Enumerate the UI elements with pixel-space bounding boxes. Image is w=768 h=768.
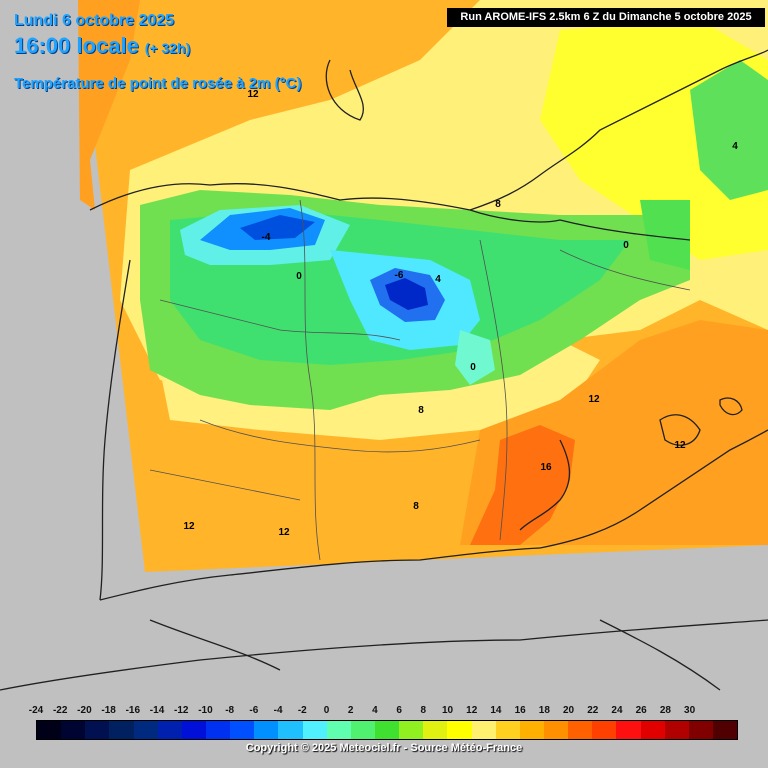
legend-swatch	[61, 721, 86, 739]
contour-label: 0	[296, 271, 302, 282]
legend-swatch	[664, 721, 689, 739]
legend-tick-label: 24	[611, 705, 623, 716]
coastlines	[0, 49, 768, 691]
legend-swatch	[109, 721, 134, 739]
legend-tick-label: 10	[441, 705, 454, 716]
legend-swatch	[181, 721, 206, 739]
legend-tick-label: 6	[396, 705, 402, 716]
legend-swatch	[423, 721, 448, 739]
legend-tick-label: 14	[490, 705, 502, 716]
legend-swatch	[278, 721, 303, 739]
forecast-time: 16:00 locale (+ 32h)	[14, 33, 190, 59]
legend-tick-label: 0	[323, 705, 330, 716]
legend-swatch	[616, 721, 641, 739]
legend-tick-label: 8	[420, 705, 427, 716]
zone-dark-orange-se	[470, 425, 575, 545]
legend-tick-label: -6	[249, 705, 259, 716]
legend-swatch	[640, 721, 665, 739]
legend-tick-label: 12	[466, 705, 478, 716]
legend-swatch	[37, 721, 62, 739]
contour-label: 12	[588, 394, 600, 405]
legend-colorbar	[36, 720, 738, 740]
legend-tick-label: 2	[347, 705, 354, 716]
legend-tick-label: -14	[149, 705, 165, 716]
copyright: Copyright © 2025 Meteociel.fr - Source M…	[245, 742, 523, 754]
parameter-title: Température de point de rosée à 2m (°C)	[14, 75, 302, 92]
zone-cyan-south	[455, 330, 495, 385]
legend-tick-label: -4	[273, 705, 283, 716]
legend-tick-label: -8	[225, 705, 235, 716]
run-info: Run AROME-IFS 2.5km 6 Z du Dimanche 5 oc…	[447, 8, 765, 27]
contour-label: -4	[262, 232, 271, 243]
legend-swatch	[399, 721, 424, 739]
legend-swatch	[543, 721, 569, 739]
forecast-date: Lundi 6 octobre 2025	[14, 12, 175, 29]
contour-label: 4	[435, 274, 441, 285]
legend-swatch	[592, 721, 617, 739]
legend-tick-label: -16	[125, 705, 141, 716]
forecast-lead: (+ 32h)	[144, 40, 191, 56]
contour-label: 8	[495, 199, 501, 210]
zone-blue-west-core	[240, 215, 315, 240]
legend-swatch	[133, 721, 158, 739]
zone-orange-nw	[78, 0, 140, 210]
zone-green-n	[640, 200, 690, 270]
legend-tick-label: 20	[562, 705, 575, 716]
contour-label: 12	[674, 440, 686, 451]
legend-swatch	[326, 721, 351, 739]
legend-swatch	[350, 721, 375, 739]
legend-swatch	[302, 721, 327, 739]
legend-tick-label: 30	[684, 705, 696, 716]
legend-swatch	[447, 721, 472, 739]
contour-label: 0	[470, 362, 476, 373]
legend-swatch	[157, 721, 182, 739]
contour-label: 4	[732, 141, 738, 152]
legend-tick-label: -12	[174, 705, 189, 716]
legend-tick-label: 22	[587, 705, 599, 716]
legend-swatch	[85, 721, 110, 739]
contour-label: 12	[247, 89, 259, 100]
borders	[149, 199, 691, 561]
contour-label: 8	[418, 405, 424, 416]
legend-tick-label: -2	[297, 705, 307, 716]
contour-label: 8	[413, 501, 419, 512]
legend-tick-label: -10	[198, 705, 213, 716]
legend-swatch	[568, 721, 593, 739]
zone-green-ne	[690, 60, 768, 200]
zone-blue-center-core	[385, 278, 428, 310]
contour-labels: 12 8 -4 0 -6 4 0 8 12 12 16 8 12 12 0 4	[183, 89, 738, 538]
legend-tick-label: -18	[101, 705, 116, 716]
legend-swatch	[230, 721, 255, 739]
legend-swatch	[205, 721, 231, 739]
legend-tick-label: -24	[28, 705, 44, 716]
legend-tick-label: 28	[659, 705, 671, 716]
legend-swatch	[688, 721, 713, 739]
legend-tick-label: 4	[372, 705, 378, 716]
forecast-time-value: 16:00 locale	[14, 33, 139, 58]
contour-label: 12	[183, 521, 195, 532]
legend-swatch	[519, 721, 544, 739]
legend-tick-label: 16	[514, 705, 526, 716]
contour-label: 16	[540, 462, 552, 473]
contour-label: -6	[395, 270, 404, 281]
legend-swatch	[712, 721, 738, 739]
legend-tick-label: 26	[635, 705, 647, 716]
legend-tick-label: -20	[77, 705, 92, 716]
legend-ticks: -24 -22 -20 -18 -16 -14 -12 -10 -8 -6 -4 -2 0 2 4 6 8 10 1…	[22, 705, 762, 719]
legend-swatch	[374, 721, 400, 739]
legend-tick-label: -22	[52, 705, 68, 716]
contour-label: 12	[278, 527, 290, 538]
legend-swatch	[471, 721, 496, 739]
legend-swatch	[495, 721, 520, 739]
legend-swatch	[254, 721, 279, 739]
legend-tick-label: 18	[538, 705, 550, 716]
contour-label: 0	[623, 240, 629, 251]
